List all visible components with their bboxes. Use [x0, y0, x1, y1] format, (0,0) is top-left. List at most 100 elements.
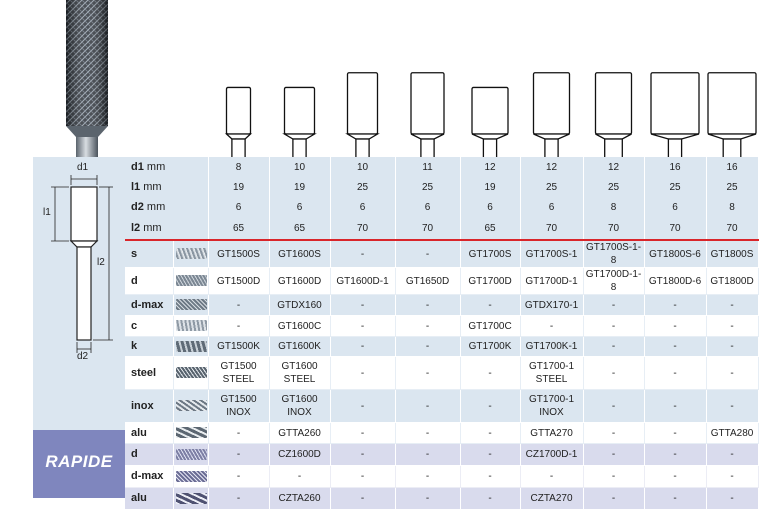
part-number: CZ1700D-1: [525, 449, 578, 460]
part-number-cell: GTTA270: [520, 422, 584, 444]
cut-row-inox: inox GT1500 INOX GT1600 INOX - - - GT1700-1 INOX -…: [125, 389, 759, 423]
part-number: -: [236, 299, 241, 311]
part-number: GT1800S-6: [649, 248, 701, 260]
dimension-value: 25: [583, 177, 645, 197]
dimension-value: 65: [460, 218, 521, 241]
part-number: -: [425, 320, 430, 332]
bur-shank-outline: [231, 138, 246, 158]
part-number: -: [360, 471, 365, 482]
part-number: GTTA270: [530, 427, 573, 439]
row-label: d-max: [131, 470, 164, 482]
dimension-value: 6: [208, 197, 270, 218]
part-number-cell: -: [520, 465, 584, 488]
part-number: -: [360, 427, 365, 439]
chip-breaker-icon: [175, 320, 207, 332]
double-cut-icon: [175, 275, 207, 287]
dimension-value: 70: [583, 218, 645, 241]
part-number: -: [488, 471, 492, 482]
part-number-cell: GTTA280: [706, 422, 759, 444]
part-number-cell: GT1700S: [460, 240, 521, 268]
cut-row-k: k GT1500K GT1600K - - GT1700K GT1700K-1 - - -: [125, 336, 759, 357]
part-number-cell: -: [395, 356, 461, 390]
part-number: -: [611, 400, 616, 412]
part-number: STEEL: [283, 374, 316, 385]
part-number-cell: -: [644, 465, 707, 488]
part-number-cell: CZ1600D: [269, 443, 331, 466]
part-number-cell: -: [706, 443, 759, 466]
rapide-double-cut-icon: [175, 448, 207, 460]
part-number: -: [730, 320, 734, 332]
part-number: STEEL: [535, 374, 568, 385]
part-number: -: [488, 367, 492, 379]
part-number-cell: -: [208, 465, 270, 488]
part-number: GT1500: [220, 394, 257, 405]
part-number-cell: GT1600K: [269, 336, 331, 357]
steel-cut-icon: [175, 367, 207, 379]
part-number: -: [425, 493, 430, 504]
part-number: -: [673, 427, 677, 439]
shank-outline: [345, 72, 380, 158]
dimension-value: 70: [644, 218, 707, 241]
part-number-cell: GT1700K-1: [520, 336, 584, 357]
part-number-cell: -: [460, 422, 521, 444]
row-label: d2: [131, 201, 144, 213]
bur-neck-outline: [410, 133, 445, 140]
part-number: -: [425, 341, 430, 352]
part-number-cell: GT1600D-1: [330, 267, 396, 295]
part-number: -: [488, 449, 492, 460]
part-number: -: [611, 427, 616, 439]
bur-head-outline: [650, 72, 700, 135]
dimension-value: 16: [706, 157, 759, 177]
part-number: -: [611, 299, 616, 311]
part-number: -: [360, 493, 365, 504]
dimension-row-d1: d1 mm 8 10 10 11 12 12 12 16 16: [125, 157, 759, 177]
bur-neck-outline: [282, 133, 317, 140]
shank-outline: [471, 86, 509, 158]
bur-shank-outline: [355, 138, 370, 158]
part-number-cell: GT1700S-1-8: [583, 240, 645, 268]
part-number-cell: -: [460, 487, 521, 510]
part-number-cell: -: [644, 422, 707, 444]
bur-head-outline: [471, 86, 509, 135]
part-number-cell: GT1700K: [460, 336, 521, 357]
part-number-cell: -: [644, 356, 707, 390]
part-number: GT1600: [281, 361, 318, 372]
part-number-cell: GT1800D-6: [644, 267, 707, 295]
part-number-cell: -: [208, 294, 270, 316]
part-number-cell: GTTA260: [269, 422, 331, 444]
part-number: GT1700S: [468, 248, 512, 260]
part-number: GT1600D: [277, 275, 322, 287]
part-number-cell: -: [520, 315, 584, 337]
row-label: d-max: [131, 298, 164, 311]
part-number-cell: GT1700C: [460, 315, 521, 337]
part-number: -: [673, 320, 677, 332]
dimension-row-l1: l1 mm 19 19 25 25 19 25 25 25 25: [125, 177, 759, 197]
cut-row-steel: steel GT1500 STEEL GT1600 STEEL - - - GT1700-1 ST…: [125, 356, 759, 390]
dimension-value: 10: [269, 157, 331, 177]
part-number-cell: -: [460, 356, 521, 390]
part-number-cell: GT1700D-1-8: [583, 267, 645, 295]
dimension-value: 65: [208, 218, 270, 241]
part-number-cell: -: [460, 389, 521, 423]
bur-neck-outline: [595, 133, 632, 140]
dimension-value: 19: [269, 177, 331, 197]
part-number-cell: GTDX160: [269, 294, 331, 316]
dimension-value: 6: [269, 197, 331, 218]
part-number: GT1700D: [468, 275, 512, 287]
part-number: -: [236, 427, 241, 439]
part-number-cell: GT1500K: [208, 336, 270, 357]
part-number: -: [730, 299, 734, 311]
dimension-value: 25: [520, 177, 584, 197]
dim-label-l2: l2: [97, 257, 105, 268]
part-number: GT1600K: [278, 341, 321, 352]
part-number: INOX: [539, 407, 564, 418]
part-number-cell: GT1500 STEEL: [208, 356, 270, 390]
part-number: -: [360, 341, 365, 352]
bur-neck-outline: [345, 133, 380, 140]
part-number-cell: GTDX170-1: [520, 294, 584, 316]
shank-outline: [532, 72, 571, 158]
part-number-cell: -: [706, 356, 759, 390]
dim-label-d1: d1: [77, 162, 89, 173]
part-number-cell: GT1600C: [269, 315, 331, 337]
part-number: -: [360, 400, 365, 412]
